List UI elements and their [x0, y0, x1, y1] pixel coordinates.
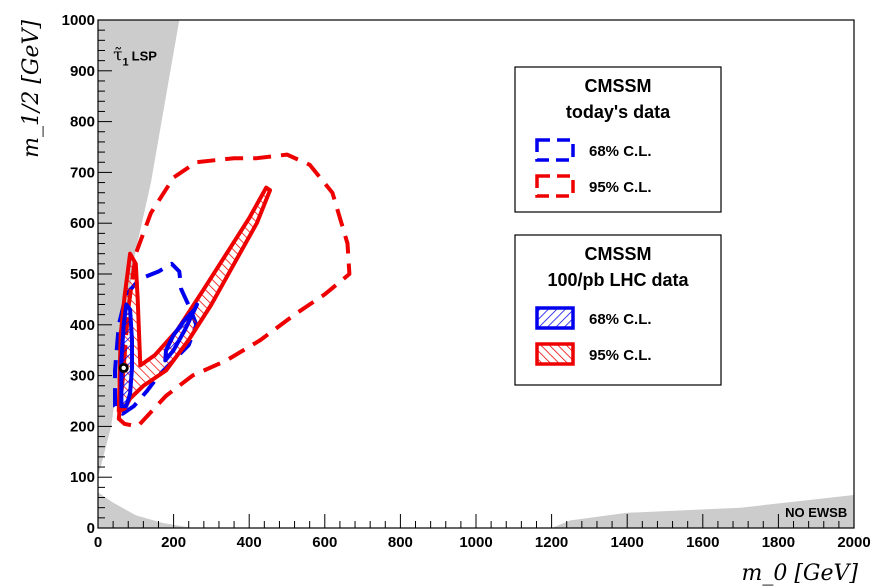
legend-0: CMSSM today's data 68% C.L. 95% C.L.: [514, 66, 722, 213]
x-tick-label: 1800: [762, 534, 795, 551]
x-tick-label: 2000: [837, 534, 870, 551]
contour-dashed-blue-0: [113, 261, 199, 416]
y-tick-label: 900: [70, 63, 95, 80]
y-tick-label: 100: [70, 469, 95, 486]
legend-entry-label: 68% C.L.: [589, 311, 652, 328]
x-tick-label: 600: [312, 534, 337, 551]
y-tick-label: 700: [70, 164, 95, 181]
y-tick-label: 600: [70, 215, 95, 232]
legend-swatch-hatched: [535, 306, 575, 330]
y-axis-title: m_1/2 [GeV]: [19, 20, 44, 158]
legend-title-line: 100/pb LHC data: [547, 270, 689, 290]
legend-title-line: CMSSM: [585, 244, 652, 264]
contours: [113, 152, 352, 429]
y-tick-label: 0: [87, 520, 95, 537]
legend-entry-label: 95% C.L.: [589, 347, 652, 364]
x-tick-label: 1400: [611, 534, 644, 551]
x-tick-label: 200: [161, 534, 186, 551]
contour-dashed-red-1: [116, 152, 352, 429]
y-tick-label: 800: [70, 114, 95, 131]
contour-hatched-blue-1: [119, 302, 134, 409]
x-tick-label: 1600: [686, 534, 719, 551]
excluded-region-1: [98, 492, 193, 528]
x-tick-label: 0: [94, 534, 102, 551]
legend-swatch-dashed: [535, 138, 575, 162]
legend-title-line: CMSSM: [585, 76, 652, 96]
legend-swatch-hatched: [535, 342, 575, 366]
x-axis-title: m_0 [GeV]: [742, 561, 859, 586]
legend-entry-label: 95% C.L.: [589, 179, 652, 196]
legend-title-line: today's data: [566, 102, 671, 122]
y-tick-label: 1000: [62, 12, 95, 29]
region-label-stau-lsp: τ̃1 LSP: [113, 46, 157, 69]
best-fit-point-center: [121, 365, 126, 371]
x-tick-label: 1200: [535, 534, 568, 551]
y-tick-label: 200: [70, 418, 95, 435]
y-tick-label: 300: [70, 368, 95, 385]
x-tick-label: 800: [388, 534, 413, 551]
x-tick-label: 400: [237, 534, 262, 551]
legend-entry-label: 68% C.L.: [589, 143, 652, 160]
y-tick-label: 400: [70, 317, 95, 334]
y-tick-label: 500: [70, 266, 95, 283]
best-fit-layer: [118, 362, 129, 373]
region-label-no-ewsb: NO EWSB: [785, 505, 847, 520]
legend-1: CMSSM 100/pb LHC data 68% C.L. 95% C.L.: [514, 234, 722, 386]
axes: 0 200 400 600 800 1000 1200 1400 1600 1800 2000 0 10…: [62, 12, 871, 551]
legend-swatch-dashed: [535, 174, 575, 198]
x-tick-label: 1000: [459, 534, 492, 551]
legends: CMSSM today's data 68% C.L. 95% C.L. CMSSM 10…: [514, 66, 722, 386]
contour-hatched-red-0: [116, 185, 272, 414]
region-labels: τ̃1 LSP NO EWSB: [113, 46, 847, 520]
contour-hatched-blue-2: [163, 302, 199, 363]
